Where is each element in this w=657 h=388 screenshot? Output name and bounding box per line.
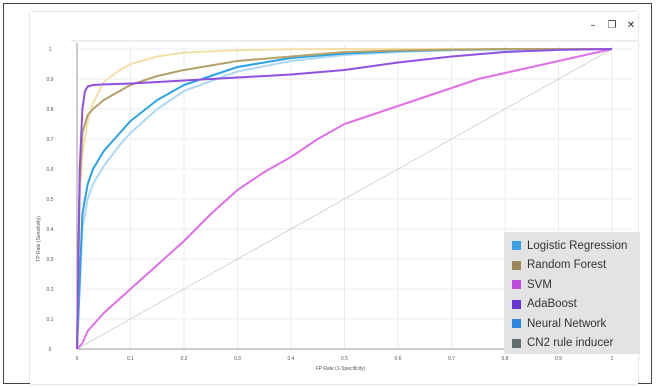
chart-legend: Logistic Regression Random Forest SVM AdaBo… [504,232,640,354]
close-icon[interactable]: ✕ [626,20,636,31]
legend-label: SVM [527,278,552,291]
legend-label: AdaBoost [527,298,577,311]
x-tick-label: 0.5 [341,356,348,362]
x-tick-label: 0.7 [448,356,455,362]
legend-label: Neural Network [527,317,607,330]
series-line-cn2-rule-inducer [76,48,612,350]
legend-item: CN2 rule inducer [512,334,634,354]
legend-item: SVM [512,275,634,295]
y-tick-label: 0 [49,347,52,353]
legend-swatch [512,299,521,309]
x-tick-label: 0.9 [555,356,562,362]
legend-label: CN2 rule inducer [527,337,614,350]
legend-swatch [512,338,521,348]
y-tick-label: 0.6 [47,167,54,173]
minimize-icon[interactable]: – [590,20,596,31]
series-line-random-forest [76,48,612,350]
x-tick-label: 0.4 [288,356,295,362]
x-tick-label: 0.1 [127,356,134,362]
legend-swatch [512,241,521,251]
legend-swatch [512,319,521,329]
restore-icon[interactable]: ❐ [607,20,617,31]
legend-swatch [512,260,521,270]
y-tick-label: 0.9 [47,77,54,83]
x-tick-label: 0 [76,356,79,362]
series-line-svm [76,48,613,350]
x-tick-label: 0.2 [181,356,188,362]
legend-label: Random Forest [527,259,607,272]
y-tick-label: 0.1 [47,317,54,323]
legend-item: Neural Network [512,314,634,334]
y-axis-label: TP Rate (Sensitivity) [36,216,42,262]
legend-swatch [512,280,521,290]
x-axis-label: FP Rate (1-Specificity) [316,366,366,372]
series-line-adaboost [76,48,613,350]
y-tick-label: 0.8 [47,107,54,113]
x-tick-label: 1 [611,356,614,362]
y-tick-label: 1 [49,47,52,53]
y-tick-label: 0.4 [47,227,54,233]
legend-item: Random Forest [512,256,634,276]
y-tick-label: 0.3 [47,257,54,263]
diagonal-reference-line [76,48,613,350]
y-tick-label: 0.7 [47,137,54,143]
y-tick-label: 0.5 [47,197,54,203]
legend-item: Logistic Regression [512,236,634,256]
x-tick-label: 0.6 [395,356,402,362]
x-tick-label: 0.8 [502,356,509,362]
y-tick-label: 0.2 [47,287,54,293]
screenshot-frame: – ❐ ✕ 0 0.1 0.2 0.3 0.4 0.5 0.6 0.7 0.8 0.9 1 0 0.1 0… [3,3,652,384]
legend-item: AdaBoost [512,295,634,315]
legend-label: Logistic Regression [527,239,628,252]
roc-window: – ❐ ✕ 0 0.1 0.2 0.3 0.4 0.5 0.6 0.7 0.8 0.9 1 0 0.1 0… [30,12,640,384]
x-tick-label: 0.3 [234,356,241,362]
